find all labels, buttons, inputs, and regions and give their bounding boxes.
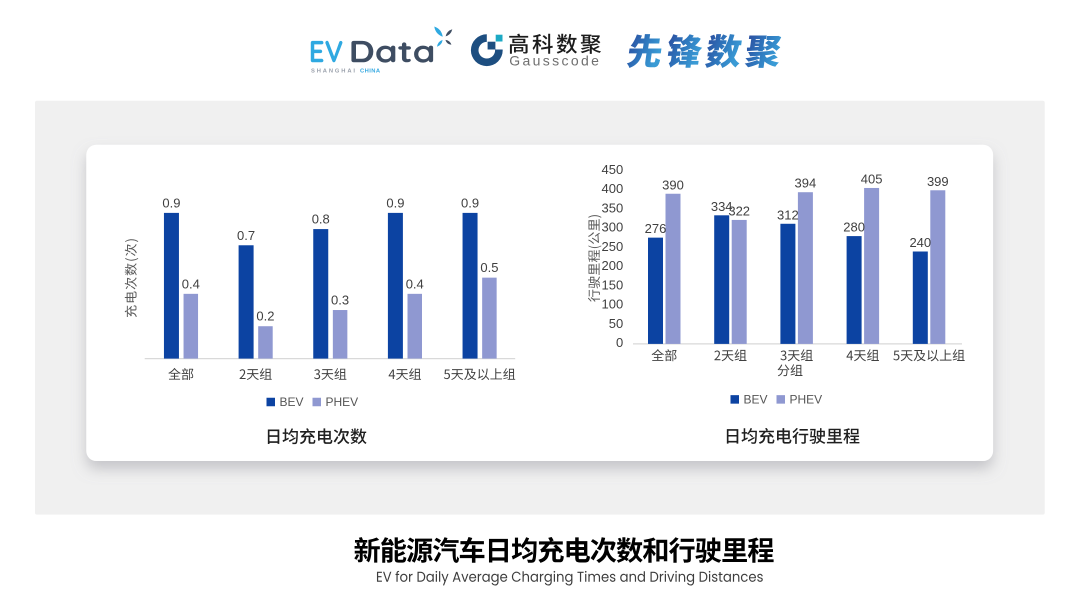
svg-text:312: 312: [777, 207, 799, 222]
svg-text:Gausscode: Gausscode: [509, 53, 599, 69]
svg-text:0.5: 0.5: [480, 260, 498, 275]
svg-text:405: 405: [861, 171, 883, 186]
svg-text:390: 390: [662, 177, 684, 192]
svg-text:100: 100: [601, 297, 623, 312]
svg-text:PHEV: PHEV: [790, 393, 823, 407]
svg-text:CHINA: CHINA: [360, 69, 381, 75]
svg-text:150: 150: [601, 277, 623, 292]
svg-text:322: 322: [728, 203, 750, 218]
svg-text:350: 350: [601, 200, 623, 215]
svg-text:394: 394: [795, 176, 817, 191]
svg-text:0.8: 0.8: [312, 212, 330, 227]
svg-text:200: 200: [601, 258, 623, 273]
svg-text:450: 450: [601, 162, 623, 177]
svg-text:400: 400: [601, 181, 623, 196]
svg-text:240: 240: [909, 235, 931, 250]
svg-text:BEV: BEV: [744, 393, 768, 407]
svg-text:0.9: 0.9: [386, 195, 404, 210]
svg-text:0.3: 0.3: [331, 293, 349, 308]
svg-text:280: 280: [843, 220, 865, 235]
svg-text:0: 0: [616, 335, 623, 350]
svg-text:0.9: 0.9: [461, 195, 479, 210]
svg-text:50: 50: [609, 316, 623, 331]
svg-text:0.4: 0.4: [406, 276, 424, 291]
svg-text:BEV: BEV: [280, 395, 304, 409]
svg-text:PHEV: PHEV: [326, 395, 359, 409]
svg-text:334: 334: [711, 199, 733, 214]
svg-text:0.4: 0.4: [182, 276, 200, 291]
svg-text:0.9: 0.9: [162, 195, 180, 210]
svg-text:250: 250: [601, 239, 623, 254]
svg-text:399: 399: [927, 174, 949, 189]
svg-text:0.7: 0.7: [237, 228, 255, 243]
svg-text:276: 276: [645, 221, 667, 236]
svg-text:0.2: 0.2: [256, 309, 274, 324]
svg-text:300: 300: [601, 220, 623, 235]
